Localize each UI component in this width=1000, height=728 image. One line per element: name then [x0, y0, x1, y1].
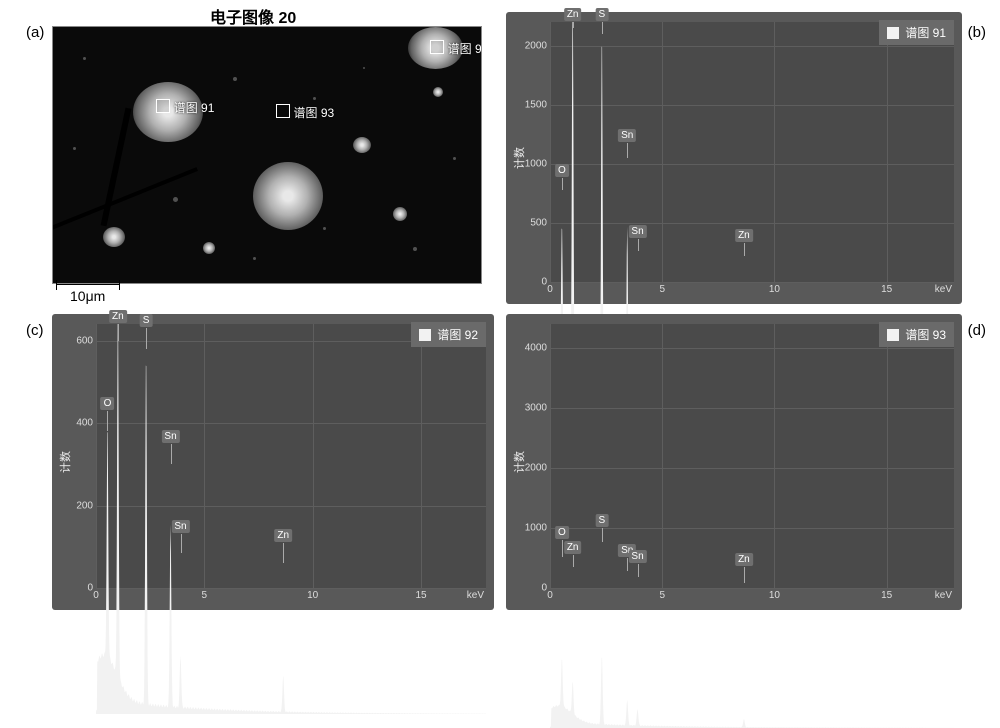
- peak-label-zn: Zn: [109, 310, 127, 323]
- x-tick: 5: [659, 282, 665, 295]
- peak-label-sn: Sn: [618, 129, 636, 142]
- y-axis-label: 计数: [511, 147, 527, 169]
- x-axis-unit: keV: [467, 588, 484, 601]
- panel-c: (c) 0200400600051015keVOZnSSnSnZn计数谱图 92: [20, 314, 494, 614]
- panel-c-label: (c): [26, 322, 44, 339]
- y-tick: 4000: [525, 343, 550, 354]
- y-tick: 200: [76, 500, 96, 511]
- x-tick: 10: [769, 282, 780, 295]
- legend-text: 谱图 91: [905, 24, 946, 41]
- panel-a-label: (a): [26, 24, 44, 41]
- sem-marker-m92: [430, 40, 444, 54]
- x-tick: 10: [307, 588, 318, 601]
- panel-d-label: (d): [968, 322, 986, 339]
- y-tick: 1000: [525, 523, 550, 534]
- sem-marker-label-m92: 谱图 92: [448, 40, 482, 57]
- y-axis-label: 计数: [57, 451, 73, 473]
- y-tick: 500: [530, 217, 550, 228]
- sem-title: 电子图像 20: [210, 4, 296, 28]
- legend-swatch: [887, 329, 899, 341]
- y-tick: 1000: [525, 158, 550, 169]
- x-tick: 15: [415, 588, 426, 601]
- x-axis-unit: keV: [935, 282, 952, 295]
- peak-label-o: O: [555, 164, 569, 177]
- y-tick: 2000: [525, 40, 550, 51]
- scale-text: 10μm: [70, 288, 120, 304]
- eds-legend: 谱图 93: [879, 322, 954, 347]
- panel-d: (d) 01000200030004000051015keVOZnSSnSnZn…: [506, 314, 980, 614]
- sem-marker-m91: [156, 99, 170, 113]
- eds-chart-92: 0200400600051015keVOZnSSnSnZn计数谱图 92: [52, 314, 494, 610]
- x-tick: 15: [881, 282, 892, 295]
- peak-label-zn: Zn: [274, 529, 292, 542]
- y-tick: 2000: [525, 463, 550, 474]
- sem-marker-label-m91: 谱图 91: [174, 99, 215, 116]
- x-axis-unit: keV: [935, 588, 952, 601]
- y-tick: 400: [76, 418, 96, 429]
- legend-swatch: [419, 329, 431, 341]
- x-tick: 0: [93, 588, 99, 601]
- eds-legend: 谱图 91: [879, 20, 954, 45]
- peak-label-sn: Sn: [171, 520, 189, 533]
- eds-plot: 01000200030004000051015keVOZnSSnSnZn: [550, 324, 954, 588]
- peak-label-s: S: [140, 314, 153, 327]
- x-tick: 0: [547, 282, 553, 295]
- x-tick: 5: [659, 588, 665, 601]
- peak-label-s: S: [596, 8, 609, 21]
- legend-swatch: [887, 27, 899, 39]
- peak-label-zn: Zn: [735, 553, 753, 566]
- peak-label-zn: Zn: [564, 541, 582, 554]
- x-tick: 5: [202, 588, 208, 601]
- peak-label-s: S: [596, 514, 609, 527]
- peak-label-zn: Zn: [735, 229, 753, 242]
- y-tick: 3000: [525, 403, 550, 414]
- x-tick: 10: [769, 588, 780, 601]
- eds-plot: 0500100015002000051015keVOZnSSnSnZn: [550, 22, 954, 282]
- sem-marker-m93: [276, 104, 290, 118]
- eds-chart-91: 0500100015002000051015keVOZnSSnSnZn计数谱图 …: [506, 12, 962, 304]
- peak-label-sn: Sn: [628, 550, 646, 563]
- x-tick: 0: [547, 588, 553, 601]
- eds-chart-93: 01000200030004000051015keVOZnSSnSnZn计数谱图…: [506, 314, 962, 610]
- peak-label-sn: Sn: [161, 430, 179, 443]
- peak-label-o: O: [101, 397, 115, 410]
- legend-text: 谱图 92: [437, 326, 478, 343]
- y-tick: 600: [76, 335, 96, 346]
- spectrum-svg: [550, 324, 954, 728]
- peak-label-sn: Sn: [628, 225, 646, 238]
- peak-label-zn: Zn: [564, 8, 582, 21]
- scale-bar: 10μm: [56, 280, 120, 304]
- figure-grid: (a) 电子图像 20 谱图 91: [0, 0, 1000, 620]
- y-tick: 1500: [525, 99, 550, 110]
- sem-image: 谱图 91 谱图 92 谱图 93: [52, 26, 482, 284]
- x-tick: 15: [881, 588, 892, 601]
- peak-label-o: O: [555, 526, 569, 539]
- sem-marker-label-m93: 谱图 93: [294, 104, 335, 121]
- legend-text: 谱图 93: [905, 326, 946, 343]
- eds-legend: 谱图 92: [411, 322, 486, 347]
- eds-plot: 0200400600051015keVOZnSSnSnZn: [96, 324, 486, 588]
- panel-a: (a) 电子图像 20 谱图 91: [20, 6, 494, 306]
- y-axis-label: 计数: [511, 451, 527, 473]
- panel-b-label: (b): [968, 24, 986, 41]
- panel-b: (b) 0500100015002000051015keVOZnSSnSnZn计…: [506, 6, 980, 306]
- spectrum-svg: [96, 324, 486, 714]
